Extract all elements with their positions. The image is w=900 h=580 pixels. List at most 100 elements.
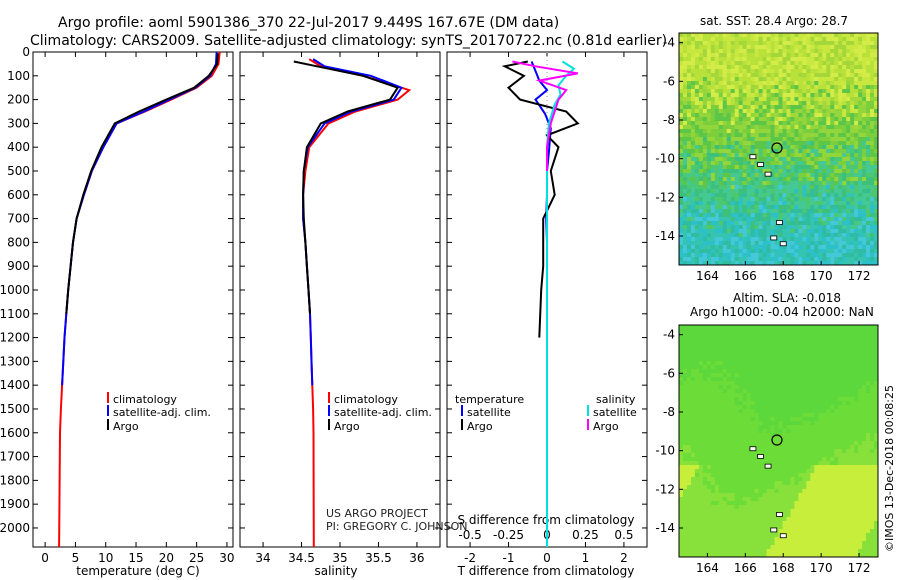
map-cell (774, 449, 779, 454)
map-cell (822, 117, 827, 122)
map-cell (690, 373, 696, 378)
map-cell (682, 177, 688, 182)
map-cell (874, 325, 879, 330)
map-cell (814, 89, 819, 94)
map-cell (762, 213, 767, 218)
map-cell (738, 165, 744, 170)
map-cell (806, 173, 811, 178)
map-cell (870, 117, 875, 122)
map-cell (714, 65, 720, 70)
map-cell (786, 49, 791, 54)
map-cell (794, 153, 799, 158)
map-cell (782, 213, 787, 218)
map-cell (858, 161, 863, 166)
map-cell (710, 173, 716, 178)
map-cell (738, 185, 744, 190)
map-cell (679, 373, 684, 378)
map-cell (782, 397, 787, 402)
map-cell (858, 41, 863, 46)
map-cell (874, 433, 879, 438)
map-cell (874, 133, 879, 138)
map-cell (766, 141, 771, 146)
map-cell (710, 209, 716, 214)
map-cell (870, 393, 875, 398)
map-cell (826, 425, 831, 430)
map-cell (746, 189, 752, 194)
map-cell (834, 109, 839, 114)
map-cell (830, 181, 835, 186)
map-cell (738, 89, 744, 94)
map-cell (826, 341, 831, 346)
map-cell (750, 141, 756, 146)
map-cell (742, 257, 748, 262)
map-cell (830, 169, 835, 174)
map-cell (778, 413, 783, 418)
map-cell (690, 389, 696, 394)
map-cell (734, 421, 740, 426)
map-cell (742, 153, 748, 158)
map-cell (750, 357, 756, 362)
map-cell (698, 209, 704, 214)
map-cell (690, 213, 696, 218)
map-cell (862, 157, 867, 162)
map-cell (694, 421, 700, 426)
map-cell (846, 65, 851, 70)
map-cell (822, 69, 827, 74)
map-cell (806, 425, 811, 430)
map-cell (710, 225, 716, 230)
map-cell (694, 377, 700, 382)
map-cell (698, 117, 704, 122)
map-cell (702, 365, 708, 370)
map-cell (758, 213, 763, 218)
map-cell (770, 369, 775, 374)
map-cell (862, 53, 867, 58)
map-cell (722, 165, 728, 170)
map-cell (746, 105, 752, 110)
map-cell (786, 337, 791, 342)
map-cell (722, 425, 728, 430)
map-cell (798, 61, 803, 66)
map-cell (866, 105, 871, 110)
map-cell (694, 33, 700, 38)
map-cell (874, 77, 879, 82)
map-cell (842, 353, 847, 358)
map-cell (722, 373, 728, 378)
map-cell (822, 249, 827, 254)
map-cell (838, 201, 843, 206)
map-cell (766, 421, 771, 426)
map-cell (742, 97, 748, 102)
map-cell (710, 257, 716, 262)
map-cell (762, 437, 767, 442)
map-cell (810, 153, 815, 158)
map-cell (750, 245, 756, 250)
map-cell (782, 121, 787, 126)
map-cell (866, 209, 871, 214)
map-cell (842, 177, 847, 182)
map-cell (818, 217, 823, 222)
map-cell (710, 213, 716, 218)
map-cell (802, 141, 807, 146)
map-cell (730, 105, 736, 110)
map-cell (778, 385, 783, 390)
map-cell (706, 149, 712, 154)
map-cell (710, 161, 716, 166)
map-cell (774, 465, 779, 470)
map-cell (750, 325, 756, 330)
map-cell (762, 229, 767, 234)
map-cell (726, 249, 732, 254)
map-cell (774, 177, 779, 182)
map-cell (734, 393, 740, 398)
map-cell (866, 97, 871, 102)
map-cell (746, 249, 752, 254)
map-cell (682, 109, 688, 114)
map-cell (738, 105, 744, 110)
map-cell (786, 329, 791, 334)
map-cell (722, 185, 728, 190)
map-cell (854, 197, 859, 202)
map-cell (758, 369, 763, 374)
map-cell (806, 153, 811, 158)
map-cell (702, 157, 708, 162)
map-cell (766, 437, 771, 442)
map-cell (818, 129, 823, 134)
map-cell (734, 237, 740, 242)
